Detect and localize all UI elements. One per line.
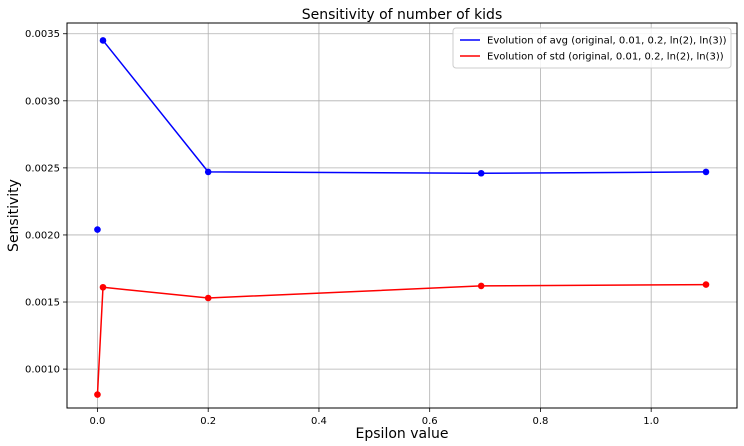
legend: Evolution of avg (original, 0.01, 0.2, l… [452, 27, 732, 69]
y-axis-ticks: 0.0010 0.0015 0.0020 0.0025 0.0030 0.0035 [25, 29, 67, 376]
data-point [99, 37, 107, 44]
x-tick-label: 0.6 [422, 416, 438, 427]
y-tick-label: 0.0030 [25, 96, 60, 107]
data-series [94, 37, 710, 398]
plot-area-frame [66, 22, 738, 409]
x-tick-label: 0.4 [311, 416, 327, 427]
chart-title: Sensitivity of number of kids [302, 7, 503, 23]
data-point [477, 282, 485, 290]
data-point [99, 283, 107, 291]
data-point [204, 294, 212, 302]
x-tick-label: 0.8 [532, 416, 548, 427]
x-tick-label: 0.0 [90, 416, 106, 427]
data-point [94, 226, 101, 233]
x-axis-ticks: 0.0 0.2 0.4 0.6 0.8 1.0 [90, 408, 659, 427]
grid-lines [67, 23, 737, 408]
x-tick-label: 0.2 [200, 416, 216, 427]
series-line [102, 39, 706, 174]
legend-label: Evolution of avg (original, 0.01, 0.2, l… [487, 36, 727, 47]
data-point [477, 169, 485, 177]
data-point [204, 168, 212, 176]
x-tick-label: 1.0 [643, 416, 659, 427]
series-avg [94, 37, 710, 233]
y-tick-label: 0.0035 [25, 29, 60, 40]
legend-box [452, 27, 732, 69]
data-point [94, 391, 101, 398]
series-std [94, 281, 710, 398]
data-point [702, 168, 710, 176]
y-tick-label: 0.0010 [25, 365, 60, 376]
x-axis-title: Epsilon value [356, 426, 449, 442]
y-axis-title: Sensitivity [6, 179, 22, 252]
y-tick-label: 0.0025 [25, 163, 60, 174]
data-point [702, 281, 710, 288]
legend-label: Evolution of std (original, 0.01, 0.2, l… [487, 52, 724, 63]
y-tick-label: 0.0015 [25, 298, 60, 309]
y-tick-label: 0.0020 [25, 230, 60, 241]
